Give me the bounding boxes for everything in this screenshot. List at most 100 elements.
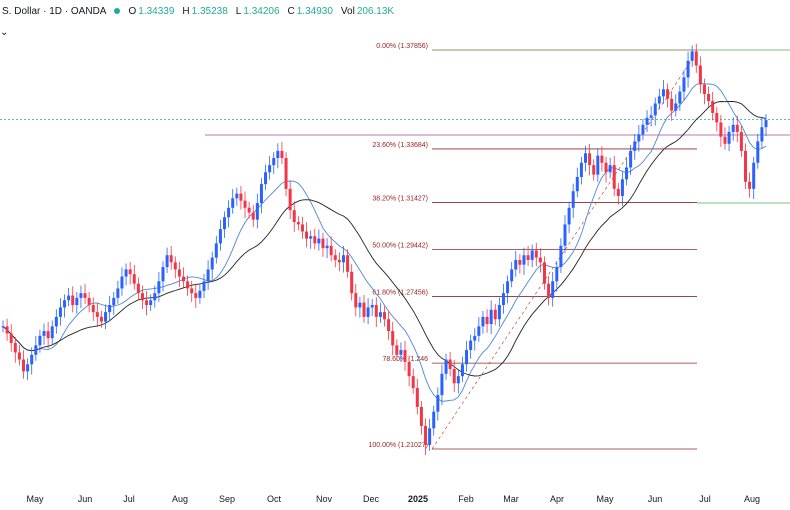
- fib-trend-line: [431, 51, 698, 450]
- x-axis-tick-label: Mar: [503, 494, 519, 504]
- candle: [309, 236, 313, 239]
- candle: [190, 288, 194, 294]
- candle: [292, 210, 296, 223]
- candle: [625, 167, 629, 180]
- candle: [743, 150, 747, 182]
- candle: [641, 124, 645, 135]
- candle: [136, 283, 140, 294]
- candle: [407, 361, 411, 377]
- candle: [764, 120, 768, 128]
- x-axis-tick-label: May: [596, 494, 614, 504]
- moving-average-slow: [2, 101, 767, 377]
- candle: [112, 297, 116, 306]
- candle: [481, 316, 485, 327]
- candle: [75, 297, 79, 306]
- x-axis-tick-label: Jun: [78, 494, 93, 504]
- candle: [661, 89, 665, 97]
- candle: [153, 293, 157, 301]
- candle: [649, 115, 653, 118]
- market-status-dot: [114, 8, 121, 14]
- candle: [719, 122, 723, 137]
- candle: [46, 331, 50, 339]
- candle: [71, 295, 75, 306]
- candle: [317, 238, 321, 244]
- candle: [9, 333, 13, 343]
- candle: [280, 150, 284, 159]
- x-axis-tick-label: Nov: [316, 494, 333, 504]
- candle: [411, 376, 415, 388]
- candle: [653, 103, 657, 116]
- candle: [469, 340, 473, 351]
- candle: [682, 77, 686, 92]
- candle: [571, 191, 575, 208]
- candle: [91, 305, 95, 313]
- candle: [268, 165, 272, 173]
- candle: [223, 217, 227, 230]
- candle: [87, 297, 91, 306]
- candlesticks: [1, 43, 768, 456]
- candle: [161, 267, 165, 282]
- candle: [514, 259, 518, 270]
- candle: [551, 281, 555, 298]
- candle: [34, 345, 38, 355]
- candle: [325, 245, 329, 249]
- candle: [346, 255, 350, 272]
- candle: [702, 84, 706, 95]
- candle: [350, 271, 354, 294]
- candle: [149, 300, 153, 306]
- candle: [337, 259, 341, 263]
- candle: [145, 300, 149, 306]
- candle: [584, 153, 588, 163]
- candle: [116, 288, 120, 298]
- candle: [206, 269, 210, 282]
- candle: [694, 51, 698, 66]
- x-axis-tick-label: Aug: [172, 494, 188, 504]
- candle: [555, 267, 559, 282]
- candle: [243, 200, 247, 208]
- candle: [415, 387, 419, 407]
- candle: [132, 274, 136, 284]
- candle: [272, 158, 276, 166]
- candle: [723, 136, 727, 144]
- candle: [239, 193, 243, 201]
- candle: [440, 373, 444, 396]
- candle: [600, 155, 604, 163]
- chevron-down-icon[interactable]: ⌄: [0, 27, 9, 38]
- candle: [608, 165, 612, 173]
- candle: [690, 51, 694, 61]
- x-axis-tick-label: May: [26, 494, 44, 504]
- candle: [436, 395, 440, 412]
- candle: [218, 229, 222, 244]
- candle: [198, 290, 202, 298]
- ohlc-low: L 1.34206: [235, 5, 280, 17]
- candle: [428, 428, 432, 445]
- candle: [140, 293, 144, 301]
- candle: [30, 354, 34, 365]
- candle: [67, 295, 71, 301]
- candle: [194, 293, 198, 298]
- candle: [247, 207, 251, 213]
- x-axis-tick-label: Oct: [267, 494, 282, 504]
- candle: [448, 359, 452, 370]
- candle: [465, 350, 469, 365]
- candle: [169, 255, 173, 263]
- candle: [522, 255, 526, 265]
- fib-label: 38.20% (1.31427): [372, 195, 428, 202]
- candle: [358, 302, 362, 308]
- symbol-title[interactable]: S. Dollar · 1D · OANDA: [2, 5, 107, 17]
- candle: [596, 155, 600, 175]
- candle: [547, 283, 551, 298]
- candle: [333, 255, 337, 260]
- candle: [387, 319, 391, 332]
- candle: [259, 184, 263, 204]
- candle: [612, 165, 616, 189]
- candle: [296, 222, 300, 225]
- candle: [563, 224, 567, 246]
- candle: [305, 231, 309, 239]
- candle: [231, 198, 235, 208]
- candle: [526, 255, 530, 260]
- candle: [506, 281, 510, 294]
- candle: [698, 65, 702, 85]
- candle: [493, 309, 497, 320]
